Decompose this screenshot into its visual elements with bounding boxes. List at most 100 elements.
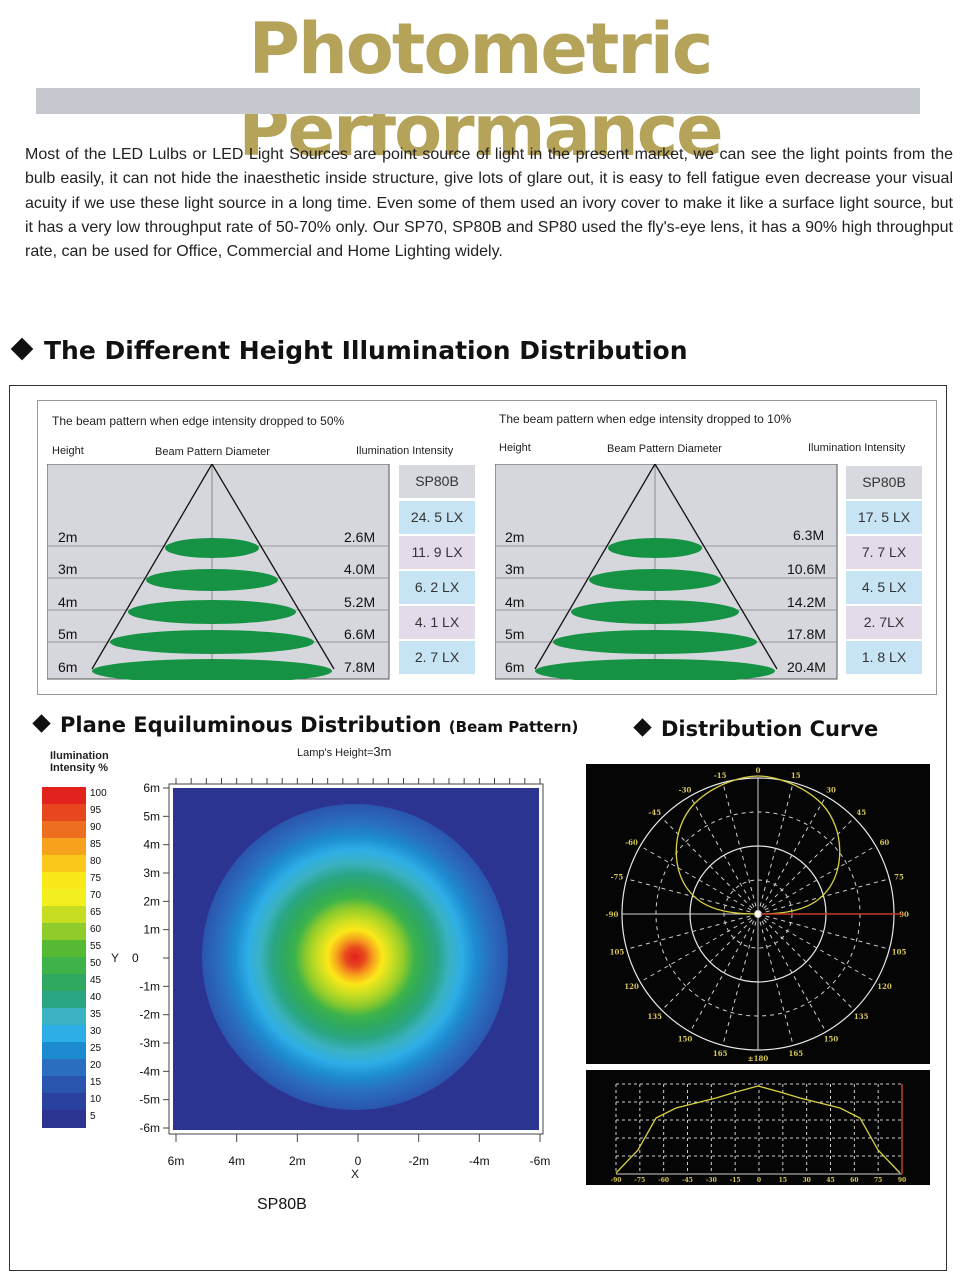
legend-value: 45 xyxy=(90,975,102,986)
curve-section-title: Distribution Curve xyxy=(633,717,878,741)
legend-swatch xyxy=(42,889,86,907)
polar-angle-label: -15 xyxy=(714,771,727,780)
polar-spoke xyxy=(689,795,759,915)
polar-spoke xyxy=(661,913,759,1011)
polar-angle-label: -45 xyxy=(648,808,661,817)
y-tick-label: 1m xyxy=(143,923,160,937)
cartesian-background xyxy=(586,1070,930,1185)
left-diameter-2m: 2.6M xyxy=(344,529,376,545)
polar-angle-label: 0 xyxy=(756,766,761,775)
polar-angle-label: -75 xyxy=(611,873,624,882)
cartesian-tick-label: 90 xyxy=(898,1177,906,1184)
left-height-4m: 4m xyxy=(58,594,78,610)
right-lux-cell: 1. 8 LX xyxy=(846,641,922,674)
polar-center xyxy=(755,911,761,917)
beam-ellipse-2m xyxy=(165,538,259,558)
legend-swatch xyxy=(42,855,86,873)
cartesian-tick-label: -90 xyxy=(611,1177,622,1184)
x-tick-label: -2m xyxy=(408,1154,429,1168)
polar-spoke xyxy=(757,913,827,1033)
legend-swatch xyxy=(42,1025,86,1043)
beam-ellipse-4m xyxy=(571,600,739,624)
left-col-intensity: Ilumination Intensity xyxy=(356,445,454,457)
legend-swatch xyxy=(42,991,86,1009)
right-beam-diagram xyxy=(495,464,838,680)
polar-angle-label: -30 xyxy=(679,785,692,794)
left-lux-cell: 11. 9 LX xyxy=(399,536,475,569)
plot-ticks: 6m 5m 4m 3m 2m 1m -1m -2m -3m -4m -5m -6m 0 6m 4m 2m 0 -2… xyxy=(132,778,550,1168)
intro-paragraph: Most of the LED Lulbs or LED Light Sourc… xyxy=(25,146,953,261)
beam-contours xyxy=(202,804,508,1110)
polar-angle-label: 90 xyxy=(899,910,909,919)
y-tick-label: -6m xyxy=(139,1121,160,1135)
y-tick-label: 6m xyxy=(143,781,160,795)
cartesian-distribution-chart: -90 -75 -60 -45 -30 -15 0 15 30 45 60 75 90 xyxy=(586,1070,930,1185)
x-tick-label: -4m xyxy=(469,1154,490,1168)
legend-value: 10 xyxy=(90,1094,102,1105)
right-height-2m: 2m xyxy=(505,529,525,545)
right-col-intensity: Ilumination Intensity xyxy=(808,442,906,454)
y-tick-label: -3m xyxy=(139,1036,160,1050)
title-underline-bar xyxy=(36,88,920,114)
polar-angle-label: 105 xyxy=(892,947,907,956)
polar-angle-label: 45 xyxy=(856,808,866,817)
plane-section-title-suffix: (Beam Pattern) xyxy=(448,718,579,736)
legend-value: 20 xyxy=(90,1060,102,1071)
polar-angle-label: 120 xyxy=(877,982,892,991)
cartesian-tick-label: 75 xyxy=(874,1177,882,1184)
left-col-height: Height xyxy=(52,445,84,457)
legend-value: 100 xyxy=(90,788,107,799)
legend-value: 60 xyxy=(90,924,102,935)
x-tick-label: 6m xyxy=(168,1154,185,1168)
y-tick-label: -4m xyxy=(139,1064,160,1078)
x-tick-label: 0 xyxy=(355,1154,362,1168)
left-height-3m: 3m xyxy=(58,561,78,577)
right-col-height: Height xyxy=(499,442,531,454)
height-section-title-text: The Different Height Illumination Distri… xyxy=(44,336,688,365)
polar-angle-label: -60 xyxy=(625,838,638,847)
polar-spoke xyxy=(639,913,759,983)
cartesian-tick-label: 0 xyxy=(757,1177,761,1184)
lamp-height-label: Lamp's Height=3m xyxy=(297,744,392,759)
polar-angle-label: 135 xyxy=(854,1012,869,1021)
diamond-bullet-icon xyxy=(10,337,34,361)
legend-title-line2: Intensity % xyxy=(50,762,109,774)
legend-value: 30 xyxy=(90,1026,102,1037)
polar-angle-label: 30 xyxy=(826,785,836,794)
plane-section-title-text: Plane Equiluminous Distribution xyxy=(60,713,442,737)
polar-angle-label: 15 xyxy=(791,771,801,780)
y-tick-label: 4m xyxy=(143,838,160,852)
legend-swatch xyxy=(42,1042,86,1060)
beam-ellipse-3m xyxy=(146,569,278,591)
right-model-cell: SP80B xyxy=(846,466,922,499)
polar-angle-label: 165 xyxy=(713,1049,728,1058)
intensity-legend-labels: 100 95 90 85 80 75 70 65 60 55 50 45 40 35 30 25 20 15 10 5 xyxy=(88,787,108,1127)
right-height-5m: 5m xyxy=(505,626,525,642)
beam-ellipse-4m xyxy=(128,600,296,624)
legend-swatch xyxy=(42,940,86,958)
left-diameter-6m: 7.8M xyxy=(344,659,376,675)
polar-angle-label: ±180 xyxy=(748,1054,769,1063)
right-height-6m: 6m xyxy=(505,659,525,675)
polar-distribution-chart: 0 15 30 45 60 75 90 105 120 135 150 165 ±180 165 150 13… xyxy=(586,764,930,1064)
cartesian-tick-label: 60 xyxy=(850,1177,858,1184)
y-tick-label: 0 xyxy=(132,951,139,965)
y-tick-label: 2m xyxy=(143,894,160,908)
polar-angle-label: 60 xyxy=(880,838,890,847)
legend-title-line1: Ilumination xyxy=(50,750,109,762)
right-lux-cell: 4. 5 LX xyxy=(846,571,922,604)
legend-title: Ilumination Intensity % xyxy=(50,750,109,774)
polar-angle-label: -90 xyxy=(606,910,619,919)
right-height-4m: 4m xyxy=(505,594,525,610)
polar-angle-label: 120 xyxy=(624,982,639,991)
beam-ellipse-5m xyxy=(553,630,757,654)
polar-spoke xyxy=(689,913,759,1033)
right-diameter-3m: 10.6M xyxy=(787,561,826,577)
legend-value: 55 xyxy=(90,941,102,952)
left-model-cell: SP80B xyxy=(399,465,475,498)
y-tick-label: -2m xyxy=(139,1008,160,1022)
legend-value: 65 xyxy=(90,907,102,918)
legend-swatch xyxy=(42,974,86,992)
left-height-5m: 5m xyxy=(58,626,78,642)
plane-section-title: Plane Equiluminous Distribution (Beam Pa… xyxy=(32,713,579,737)
